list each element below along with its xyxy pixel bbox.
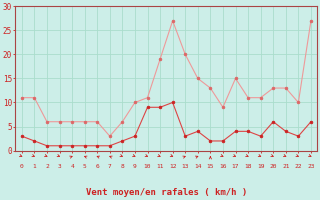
X-axis label: Vent moyen/en rafales ( km/h ): Vent moyen/en rafales ( km/h ) — [86, 188, 247, 197]
